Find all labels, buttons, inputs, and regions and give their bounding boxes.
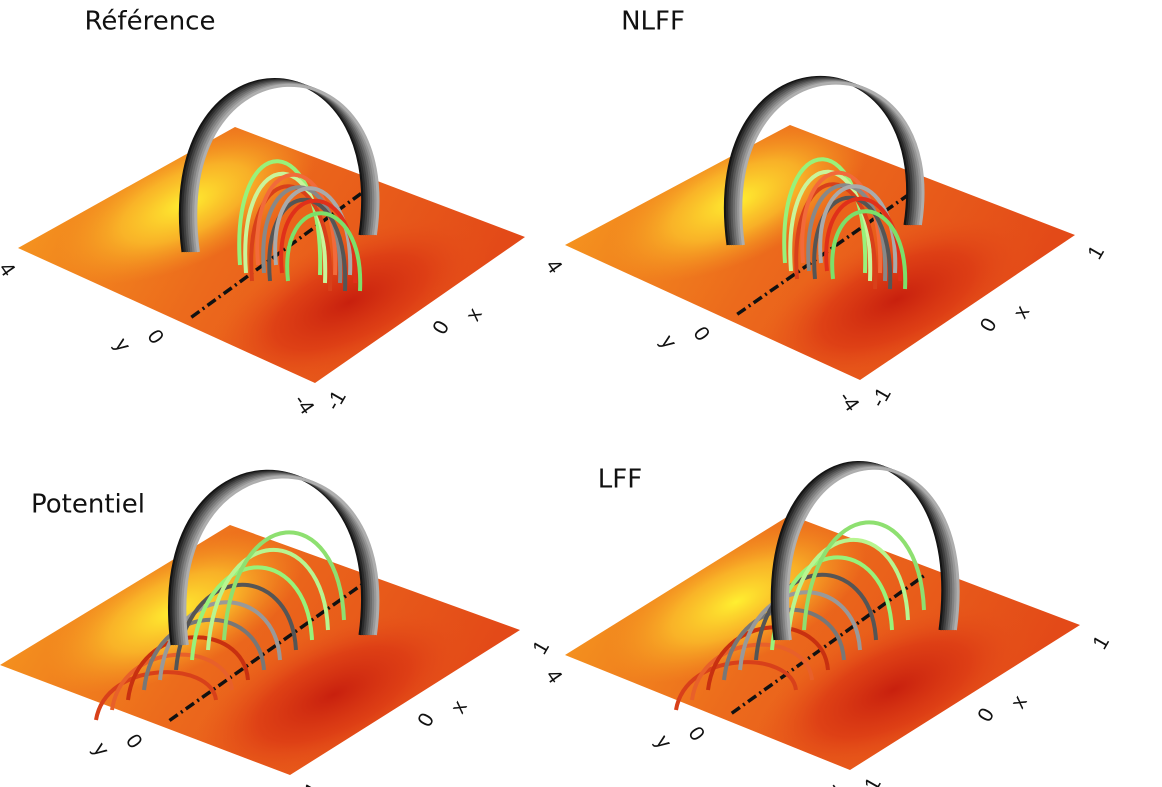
x-tick-label: 1 (1083, 242, 1109, 264)
y-tick-label: -4 (264, 782, 294, 787)
y-tick-label: 0 (143, 326, 169, 349)
field-line (142, 617, 266, 691)
field-line (255, 172, 338, 276)
x-tick-label: 0 (976, 314, 1002, 336)
y-tick-label: 0 (684, 723, 710, 746)
field-line (94, 670, 218, 721)
field-line (802, 520, 926, 631)
field-line (222, 530, 346, 641)
x-tick-label: -1 (857, 774, 886, 787)
field-line (273, 186, 353, 276)
field-line (830, 209, 908, 290)
y-axis-label: y (656, 331, 681, 353)
flux-rope (739, 81, 925, 246)
field-line (261, 185, 343, 284)
y-axis-label: y (651, 731, 676, 753)
field-line (674, 660, 798, 711)
flux-rope (183, 475, 380, 646)
flux-rope (194, 83, 380, 253)
x-axis-label: x (462, 304, 487, 325)
panel-title: Référence (85, 7, 216, 37)
y-tick-label: 4 (0, 675, 2, 698)
x-axis-label: x (447, 696, 472, 717)
flux-rope (786, 466, 960, 641)
x-tick-label: -1 (322, 387, 351, 415)
field-line (126, 635, 250, 701)
negative-polarity (754, 603, 1033, 770)
y-tick-label: 0 (121, 730, 147, 753)
x-tick-label: 0 (973, 704, 999, 726)
panel: LFF 4 0 -4 y -1 0 1 x (541, 461, 1114, 787)
field-line (158, 600, 282, 681)
inversion-line (736, 183, 924, 316)
field-line (206, 547, 330, 651)
field-line (782, 157, 868, 274)
panel-title: Potentiel (31, 490, 145, 520)
field-line (267, 197, 348, 292)
panel-title: LFF (598, 465, 642, 495)
field-line (786, 537, 910, 641)
y-tick-label: 4 (541, 255, 567, 278)
x-tick-label: 0 (428, 317, 454, 339)
field-line (800, 170, 883, 274)
y-axis-label: y (110, 334, 135, 356)
field-line (788, 169, 873, 282)
y-tick-label: -4 (824, 777, 854, 787)
negative-polarity (210, 215, 489, 383)
y-tick-label: -4 (834, 387, 864, 416)
field-line (706, 625, 830, 691)
field-line (243, 171, 328, 284)
panel-title: NLFF (621, 7, 685, 37)
x-tick-label: 1 (528, 637, 554, 659)
field-line (237, 159, 323, 276)
y-tick-label: 4 (541, 665, 567, 688)
field-line (738, 590, 862, 671)
field-line (279, 198, 358, 284)
field-line (190, 565, 314, 661)
panel: Potentiel 4 0 -4 y -1 0 1 x (0, 469, 554, 787)
field-line (812, 195, 893, 290)
field-line (690, 642, 814, 701)
x-tick-label: -1 (297, 779, 326, 787)
y-axis-label: y (88, 739, 113, 761)
field-line (249, 184, 333, 292)
field-line (754, 573, 878, 661)
field-line (285, 211, 363, 292)
x-tick-label: 1 (1088, 632, 1114, 654)
field-line (818, 184, 898, 274)
positive-polarity (606, 521, 866, 683)
x-tick-label: -1 (867, 384, 896, 412)
y-tick-label: 0 (689, 323, 715, 346)
field-line (824, 196, 903, 282)
field-line (110, 652, 234, 711)
panel: NLFF 4 0 -4 y -1 0 1 x (541, 7, 1109, 416)
negative-polarity (758, 213, 1036, 380)
y-tick-label: -4 (289, 390, 319, 419)
field-line (806, 183, 888, 282)
x-axis-label: x (1009, 301, 1034, 322)
y-tick-label: 4 (0, 258, 20, 281)
x-tick-label: 0 (413, 709, 439, 731)
flux-contours (606, 521, 1033, 770)
field-line (794, 182, 878, 290)
negative-polarity (194, 608, 473, 775)
x-axis-label: x (1007, 691, 1032, 712)
